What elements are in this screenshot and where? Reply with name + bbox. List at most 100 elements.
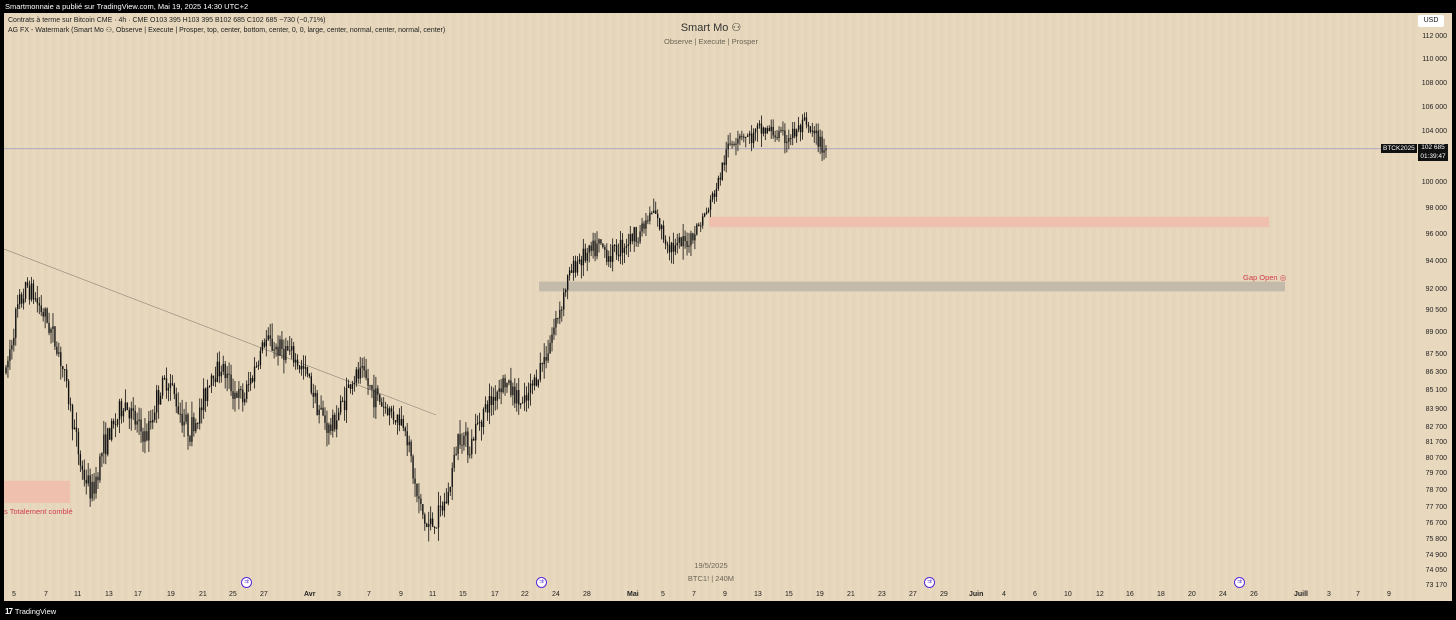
candle-body [222,363,224,372]
candle-body [743,136,745,138]
candle-body [38,303,40,306]
session-stripe [1020,13,1024,601]
candle-body [128,410,130,419]
session-stripe [332,13,336,601]
session-stripe [188,13,192,601]
candle-body [144,431,146,442]
candle-body [77,431,80,455]
time-tick-label: Mai [627,591,639,598]
session-stripe [1100,13,1104,601]
candle-body [639,231,641,242]
session-stripe [356,13,360,601]
price-tick-label: 79 700 [1425,470,1447,477]
candle-body [498,388,500,392]
candle-body [81,465,84,470]
session-stripe [1028,13,1032,601]
session-stripe [1300,13,1304,601]
tradingview-logo[interactable]: 17 TradingView [5,604,56,620]
time-tick-label: 7 [44,591,48,598]
candle-body [28,285,31,300]
candle-body [118,401,121,420]
price-tick-label: 96 000 [1425,231,1447,238]
candle-body [801,119,804,133]
event-marker-icon[interactable]: ⇉ [1234,577,1245,588]
session-stripe [812,13,816,601]
candle-body [332,414,334,431]
session-stripe [228,13,232,601]
candle-body [402,419,404,428]
session-stripe [668,13,672,601]
candle-body [95,476,97,494]
event-marker-icon[interactable]: ⇉ [536,577,547,588]
session-stripe [276,13,280,601]
candle-body [67,381,70,404]
session-stripe [244,13,248,601]
candle-body [455,453,457,455]
candle-body [574,260,577,273]
session-stripe [604,13,608,601]
candle-body [608,256,610,262]
time-tick-label: 24 [552,591,560,598]
candle-body [606,249,608,262]
price-tick-label: 76 700 [1425,520,1447,527]
candle-body [308,374,311,377]
candle-body [183,421,185,426]
session-stripe [796,13,800,601]
time-tick-label: 7 [1356,591,1360,598]
gap-open-label: Gap Open [1243,273,1278,282]
session-stripe [76,13,80,601]
time-tick-label: 27 [260,591,268,598]
last-price-tag: 102 685 01:39:47 [1418,144,1448,161]
candle-body [218,361,221,377]
session-stripe [972,13,976,601]
candle-body [410,441,412,457]
candle-body [760,123,763,134]
chart-area[interactable]: Contrats à terme sur Bitcoin CME · 4h · … [4,13,1452,601]
candle-body [488,396,491,413]
price-tick-label: 74 050 [1425,567,1447,574]
session-stripe [748,13,752,601]
candle-body [146,431,148,441]
session-stripe [980,13,984,601]
time-tick-label: 16 [1126,591,1134,598]
session-stripe [596,13,600,601]
price-tick-label: 110 000 [1422,56,1447,63]
candle-body [199,407,201,424]
session-stripe [132,13,136,601]
event-marker-icon[interactable]: ⇉ [241,577,252,588]
price-tick-label: 92 000 [1425,286,1447,293]
candle-body [345,388,348,411]
candle-body [334,414,336,430]
currency-button[interactable]: USD [1418,15,1444,27]
candle-body [557,318,559,320]
candle-body [658,218,661,230]
chart-canvas[interactable] [4,13,1452,601]
candle-body [214,378,217,383]
candle-body [271,338,273,351]
candle-body [418,496,420,499]
candle-body [304,367,307,369]
session-stripe [852,13,856,601]
candle-body [651,212,653,214]
candle-body [343,400,346,411]
session-stripe [1044,13,1048,601]
session-stripe [372,13,376,601]
session-stripe [316,13,320,601]
candle-body [330,424,332,431]
candle-body [71,405,74,430]
candle-body [101,453,103,457]
session-stripe [724,13,728,601]
event-marker-icon[interactable]: ⇉ [924,577,935,588]
session-stripe [820,13,824,601]
candle-body [310,376,312,393]
candle-body [312,392,314,397]
candle-body [478,421,481,424]
candle-body [690,233,692,246]
time-tick-label: 21 [847,591,855,598]
candle-body [643,223,645,229]
candle-body [445,501,448,504]
candle-body [647,220,649,222]
candle-body [320,407,322,410]
chart-legend: Contrats à terme sur Bitcoin CME · 4h · … [8,16,445,35]
candle-body [89,475,91,499]
